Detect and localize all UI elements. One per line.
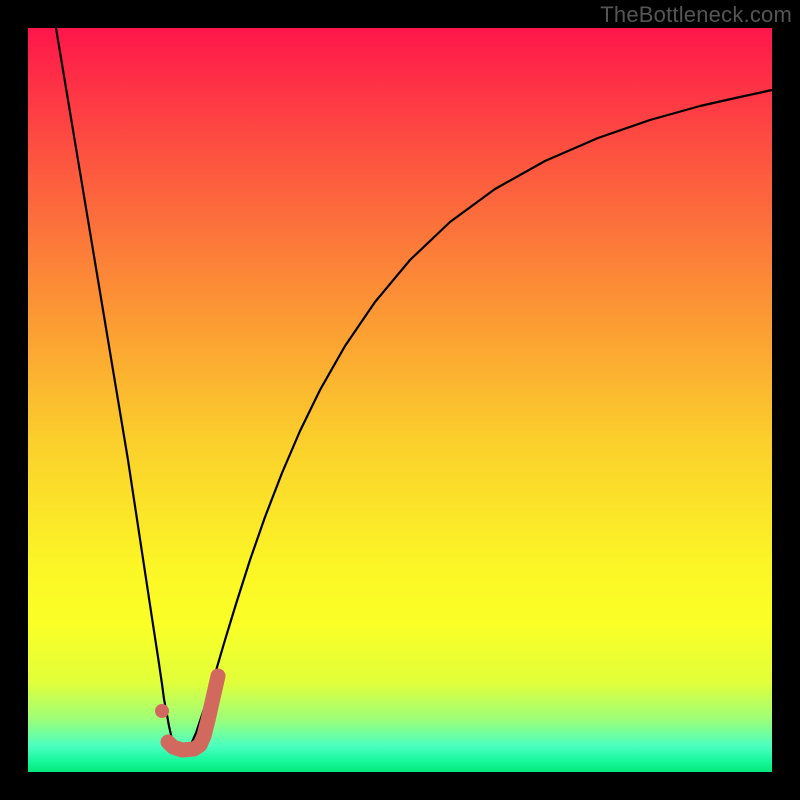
bottleneck-chart [0,0,800,800]
watermark-text: TheBottleneck.com [600,2,792,28]
chart-container: TheBottleneck.com [0,0,800,800]
plot-background [28,28,772,772]
best-match-marker-dot [155,704,169,718]
